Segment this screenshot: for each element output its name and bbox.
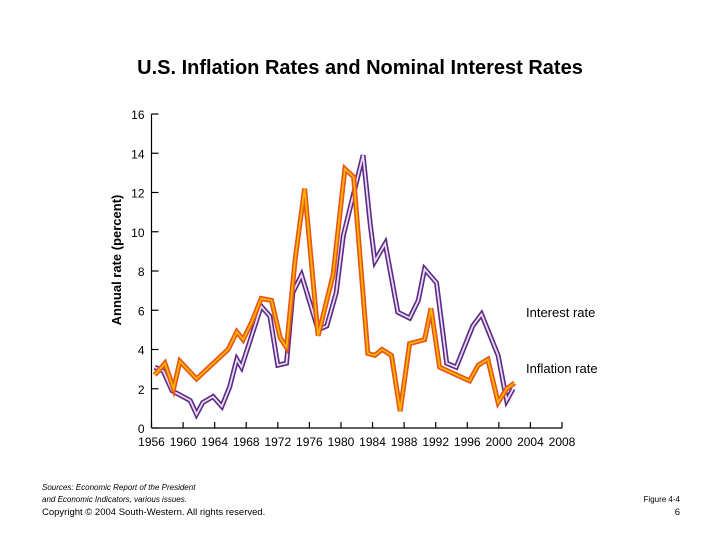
x-tick-label: 1976: [296, 435, 323, 449]
y-tick-label: 12: [131, 187, 145, 201]
sources-line-2: and Economic Indicators, various issues.: [42, 495, 187, 504]
y-tick-label: 4: [138, 344, 145, 358]
y-tick-label: 14: [131, 147, 145, 161]
x-tick-label: 1964: [201, 435, 228, 449]
x-tick-label: 2000: [485, 435, 512, 449]
y-tick-label: 0: [138, 422, 145, 436]
y-tick-label: 2: [138, 383, 145, 397]
x-tick-label: 1984: [359, 435, 386, 449]
x-tick-label: 1960: [170, 435, 197, 449]
y-tick-label: 16: [131, 108, 145, 122]
chart-title: U.S. Inflation Rates and Nominal Interes…: [137, 57, 583, 79]
page-number: 6: [674, 507, 680, 518]
sources-line-1: Sources: Economic Report of the Presiden…: [42, 483, 196, 492]
x-tick-label: 1980: [328, 435, 355, 449]
x-tick-label: 1956: [138, 435, 165, 449]
y-axis-label: Annual rate (percent): [109, 195, 124, 326]
series-label-interest: Interest rate: [526, 305, 595, 320]
y-tick-label: 10: [131, 226, 145, 240]
y-tick-label: 6: [138, 304, 145, 318]
x-tick-label: 2008: [549, 435, 576, 449]
x-tick-label: 2004: [517, 435, 544, 449]
copyright: Copyright © 2004 South-Western. All righ…: [42, 507, 266, 518]
series-lines: [152, 154, 517, 420]
figure-number: Figure 4-4: [643, 495, 680, 504]
x-tick-label: 1968: [233, 435, 260, 449]
series-label-inflation: Inflation rate: [526, 361, 598, 376]
series-line-inner-inflation-rate: [154, 167, 516, 412]
axes: 0 2 4 6 8 10 12 14 16 1956 1960 1964 1968 1972 1976 198…: [131, 108, 576, 449]
x-tick-label: 1996: [454, 435, 481, 449]
x-tick-label: 1972: [264, 435, 291, 449]
x-tick-label: 1992: [422, 435, 449, 449]
y-tick-label: 8: [138, 265, 145, 279]
x-tick-label: 1988: [391, 435, 418, 449]
